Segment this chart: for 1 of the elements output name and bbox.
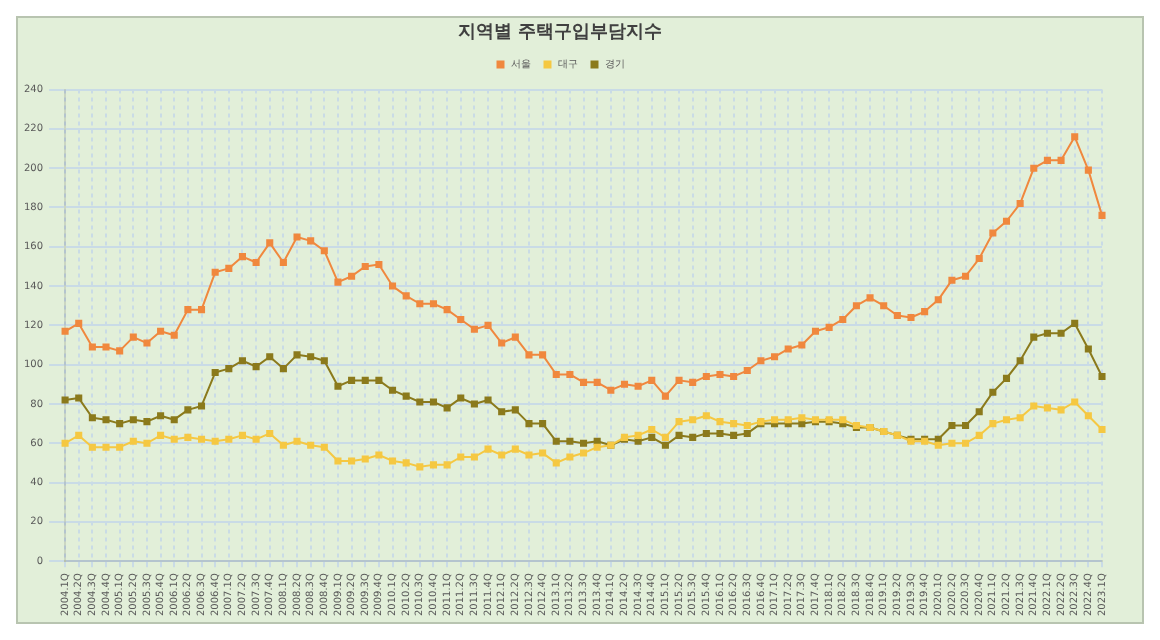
chart-title: 지역별 주택구입부담지수	[455, 23, 663, 44]
